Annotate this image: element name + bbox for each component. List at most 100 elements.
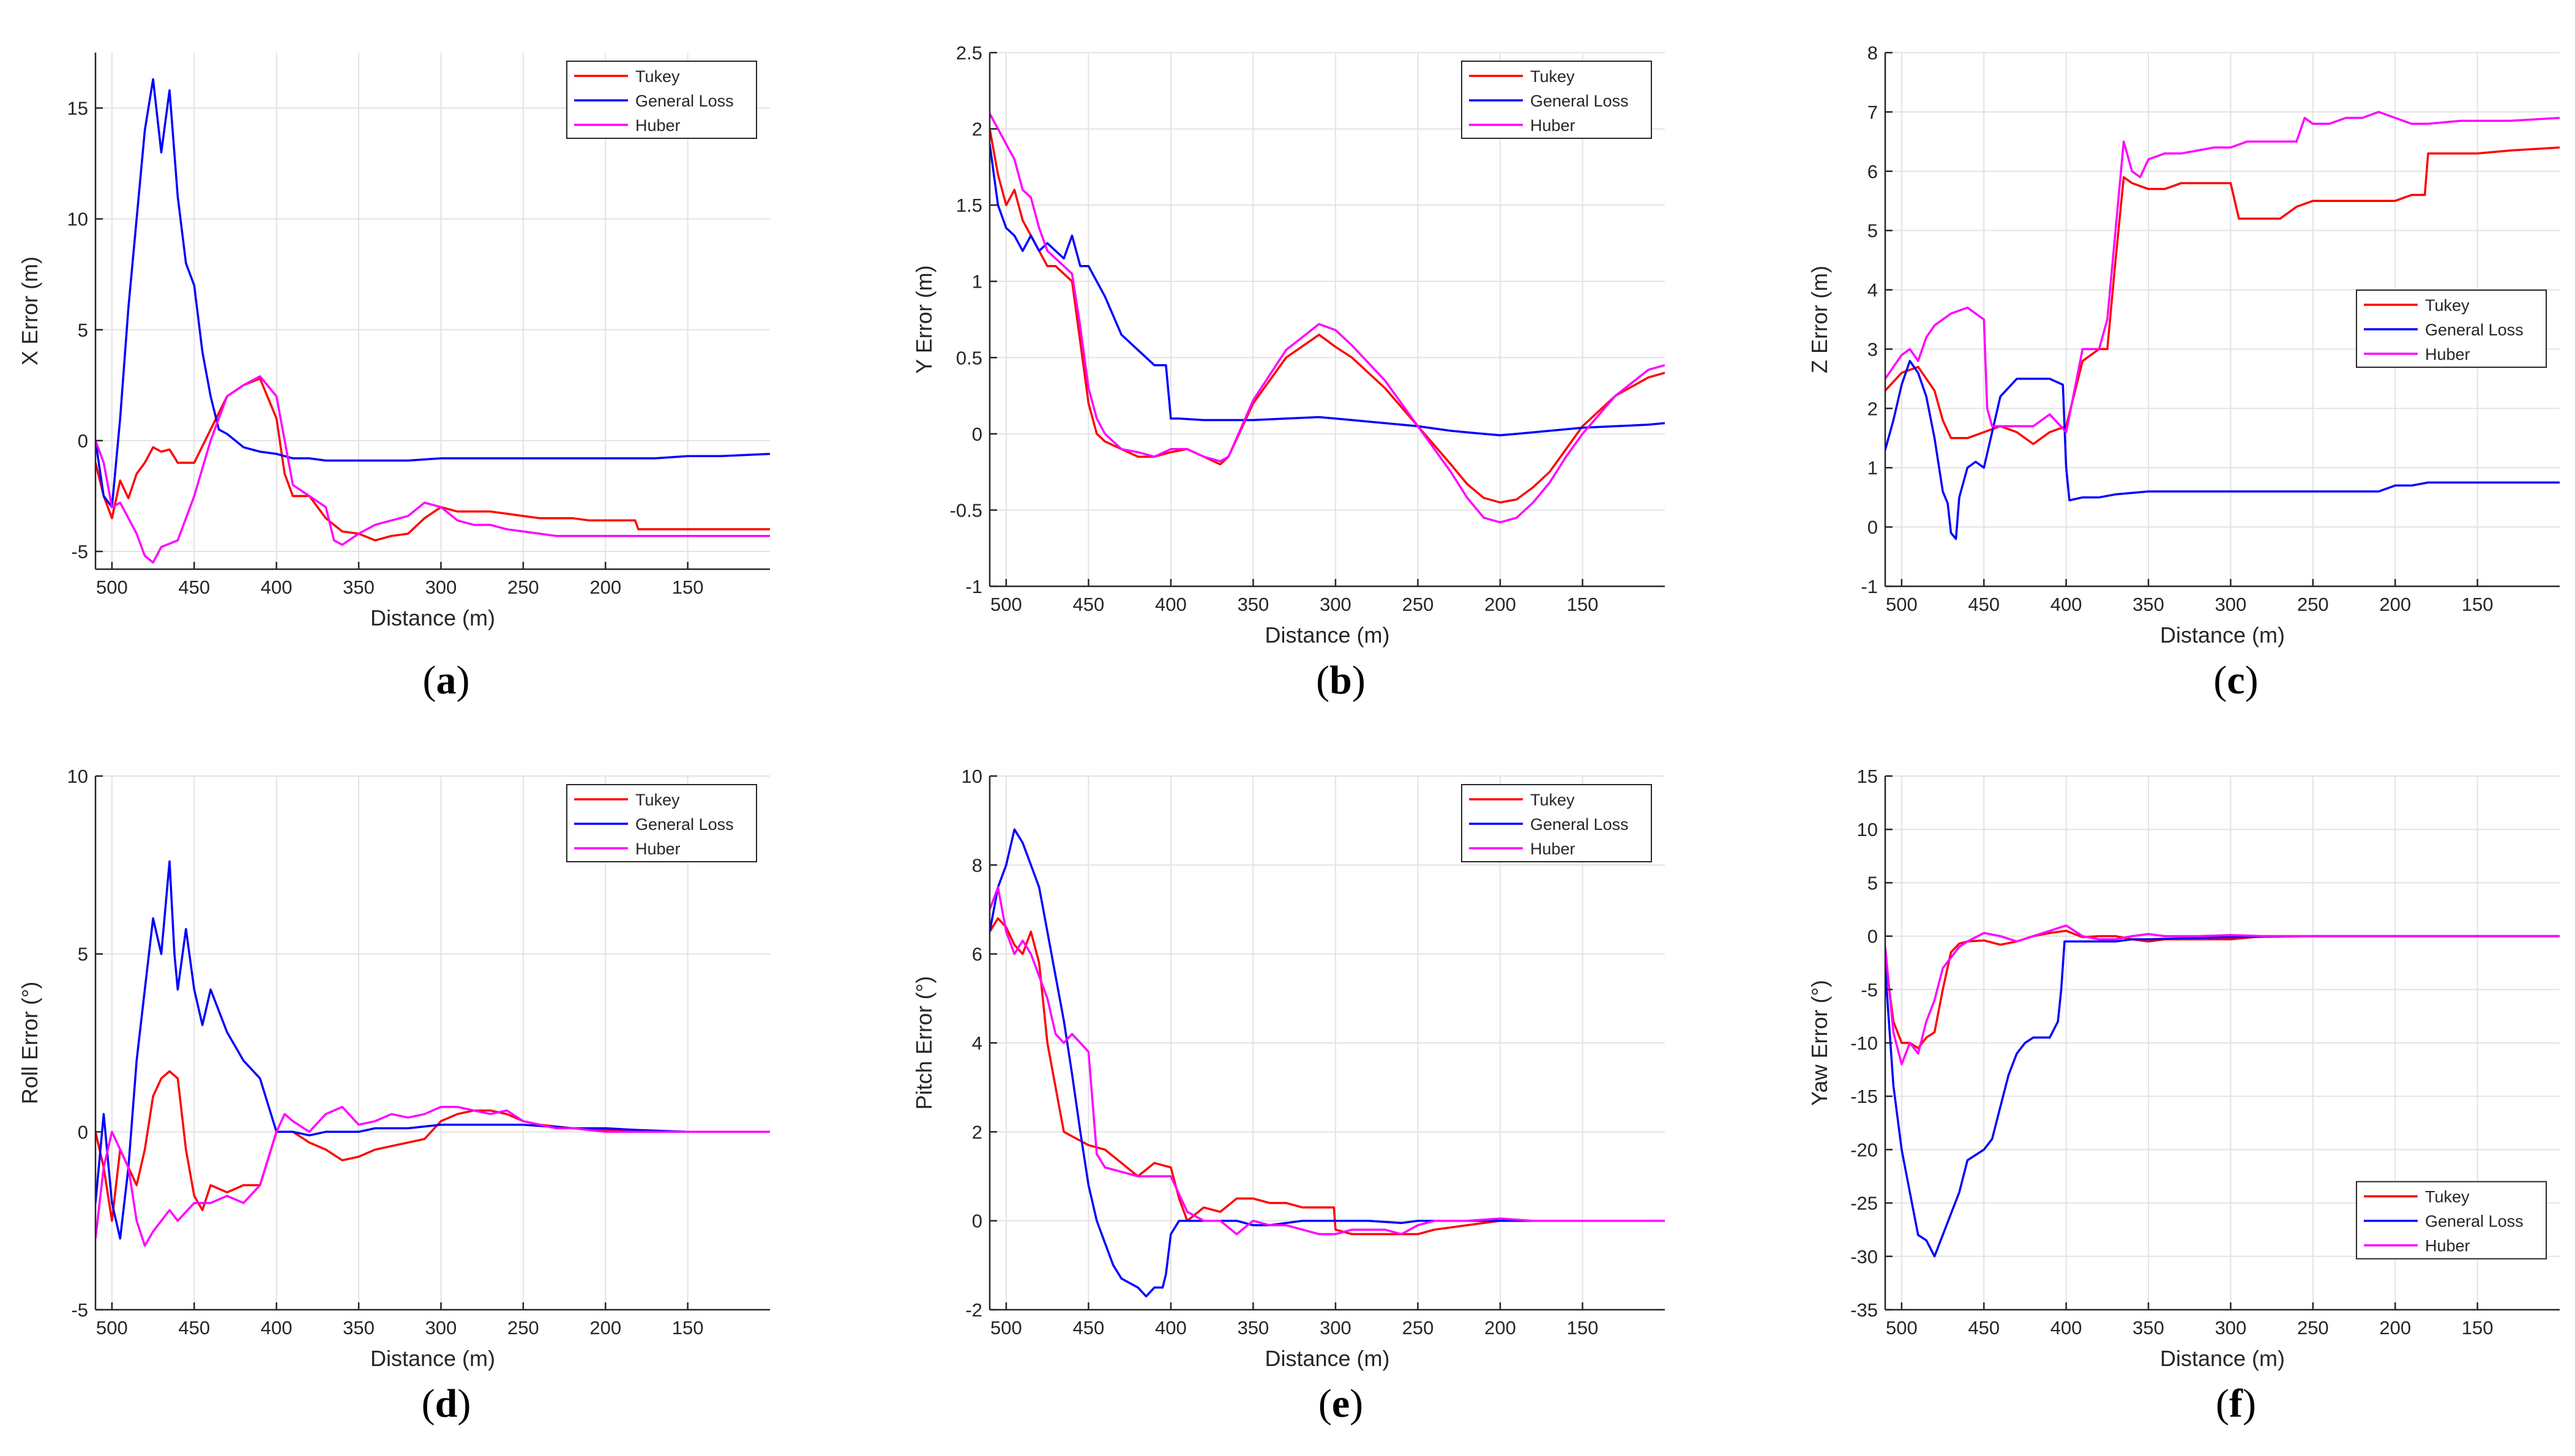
y-tick-label: -5 <box>1861 979 1878 1001</box>
x-tick-label: 450 <box>178 1317 210 1338</box>
panel-a-x-error: 500 450 400 350 300 250 200 150 -5 0 5 10 15 Distance… <box>17 53 770 703</box>
legend: Tukey General Loss Huber <box>1461 61 1652 139</box>
x-tick-label: 150 <box>1567 594 1599 615</box>
x-tick-label: 400 <box>261 1317 293 1338</box>
legend: Tukey General Loss Huber <box>2356 289 2547 368</box>
plot-area <box>990 53 1665 586</box>
y-axis-label: X Error (m) <box>17 256 42 365</box>
x-tick-label: 150 <box>2462 594 2494 615</box>
x-tick-label: 500 <box>990 1317 1022 1338</box>
legend-label-huber: Huber <box>2425 1237 2470 1255</box>
y-axis-label: Y Error (m) <box>911 265 936 373</box>
x-tick-label: 450 <box>1073 1317 1105 1338</box>
y-axis-label: Pitch Error (°) <box>911 976 936 1110</box>
x-tick-label: 500 <box>96 1317 128 1338</box>
x-tick-label: 450 <box>1073 594 1105 615</box>
series-group <box>990 828 1665 1297</box>
legend-label-huber: Huber <box>1530 840 1575 858</box>
y-tick-label: 6 <box>1867 161 1878 182</box>
series-group <box>1885 111 2560 540</box>
y-tick-label: 10 <box>67 209 88 230</box>
y-tick-label: -25 <box>1850 1193 1878 1214</box>
x-tick-label: 200 <box>589 577 621 598</box>
panel-d-roll-error: 500 450 400 350 300 250 200 150 -5 0 5 10 Distance (… <box>17 766 770 1426</box>
legend-label-general-loss: General Loss <box>1530 815 1629 834</box>
x-tick-label: 500 <box>96 577 128 598</box>
x-tick-label: 150 <box>672 1317 704 1338</box>
legend-label-huber: Huber <box>2425 345 2470 364</box>
y-tick-label: 0 <box>972 424 982 445</box>
x-tick-label: 400 <box>1155 1317 1187 1338</box>
y-tick-label: 3 <box>1867 338 1878 360</box>
series-line-huber <box>95 1105 770 1247</box>
y-tick-label: 5 <box>78 944 88 965</box>
x-tick-label: 400 <box>2050 1317 2082 1338</box>
x-tick-label: 400 <box>261 577 293 598</box>
x-tick-label: 350 <box>1238 1317 1269 1338</box>
panel-label: (b) <box>1316 658 1366 703</box>
panel-f-yaw-error: 500 450 400 350 300 250 200 150-35-30-25-20-15-… <box>1807 766 2560 1426</box>
y-tick-label: -15 <box>1850 1086 1878 1107</box>
x-tick-label: 250 <box>507 577 539 598</box>
y-tick-label: -2 <box>965 1299 982 1321</box>
panel-label: (c) <box>2213 658 2258 703</box>
series-line-huber <box>1885 924 2560 1066</box>
x-tick-label: 300 <box>1320 1317 1351 1338</box>
x-tick-label: 250 <box>2297 1317 2329 1338</box>
x-tick-label: 500 <box>990 594 1022 615</box>
y-tick-label: 1 <box>1867 457 1878 479</box>
x-tick-label: 300 <box>425 577 457 598</box>
y-tick-label: -0.5 <box>950 499 982 521</box>
y-tick-label: -30 <box>1850 1246 1878 1267</box>
x-tick-label: 250 <box>2297 594 2329 615</box>
y-axis-label: Yaw Error (°) <box>1807 980 1832 1106</box>
panel-c-z-error: 500 450 400 350 300 250 200 150 -1 0 1 2 3 4 5 6 7 8 Dista… <box>1807 42 2560 703</box>
x-axis-label: Distance (m) <box>1265 622 1389 648</box>
legend-label-general-loss: General Loss <box>1530 92 1629 110</box>
x-tick-label: 300 <box>1320 594 1351 615</box>
x-tick-label: 400 <box>2050 594 2082 615</box>
y-axis-label: Z Error (m) <box>1807 266 1832 373</box>
x-tick-label: 200 <box>2379 594 2411 615</box>
x-tick-label: 200 <box>1484 1317 1516 1338</box>
x-tick-label: 200 <box>1484 594 1516 615</box>
series-line-huber <box>990 113 1665 524</box>
y-tick-label: -1 <box>1861 576 1878 597</box>
x-tick-label: 350 <box>2132 594 2164 615</box>
x-tick-label: 450 <box>1968 594 2000 615</box>
legend: Tukey General Loss Huber <box>2356 1181 2547 1260</box>
x-tick-label: 350 <box>343 577 375 598</box>
x-tick-label: 200 <box>2379 1317 2411 1338</box>
legend-label-general-loss: General Loss <box>2425 1212 2524 1231</box>
x-tick-label: 300 <box>2215 1317 2247 1338</box>
series-line-tukey <box>990 129 1665 504</box>
series-line-general-loss <box>1885 935 2560 1258</box>
legend: Tukey General Loss Huber <box>566 61 757 139</box>
y-tick-label: 4 <box>972 1032 982 1054</box>
series-line-huber <box>95 375 770 564</box>
x-axis-label: Distance (m) <box>1265 1346 1389 1371</box>
panel-label: (e) <box>1318 1381 1363 1426</box>
y-tick-label: 15 <box>67 98 88 119</box>
y-tick-label: 2 <box>972 1121 982 1143</box>
y-tick-label: -5 <box>71 541 88 562</box>
y-tick-label: 2 <box>1867 398 1878 419</box>
x-tick-label: 150 <box>1567 1317 1599 1338</box>
x-tick-label: 250 <box>1402 594 1434 615</box>
x-tick-label: 350 <box>343 1317 375 1338</box>
x-tick-label: 350 <box>2132 1317 2164 1338</box>
x-tick-label: 350 <box>1238 594 1269 615</box>
legend-label-general-loss: General Loss <box>635 815 734 834</box>
x-axis-label: Distance (m) <box>370 605 495 630</box>
y-tick-label: 0 <box>78 430 88 452</box>
panel-label: (f) <box>2216 1381 2256 1426</box>
legend-label-tukey: Tukey <box>635 791 680 809</box>
y-tick-label: 0 <box>1867 926 1878 947</box>
legend-label-huber: Huber <box>635 116 681 135</box>
legend: Tukey General Loss Huber <box>566 784 757 862</box>
y-axis-label: Roll Error (°) <box>17 982 42 1104</box>
legend-label-tukey: Tukey <box>2425 296 2470 315</box>
y-tick-label: -10 <box>1850 1032 1878 1054</box>
y-tick-label: 15 <box>1857 766 1878 787</box>
